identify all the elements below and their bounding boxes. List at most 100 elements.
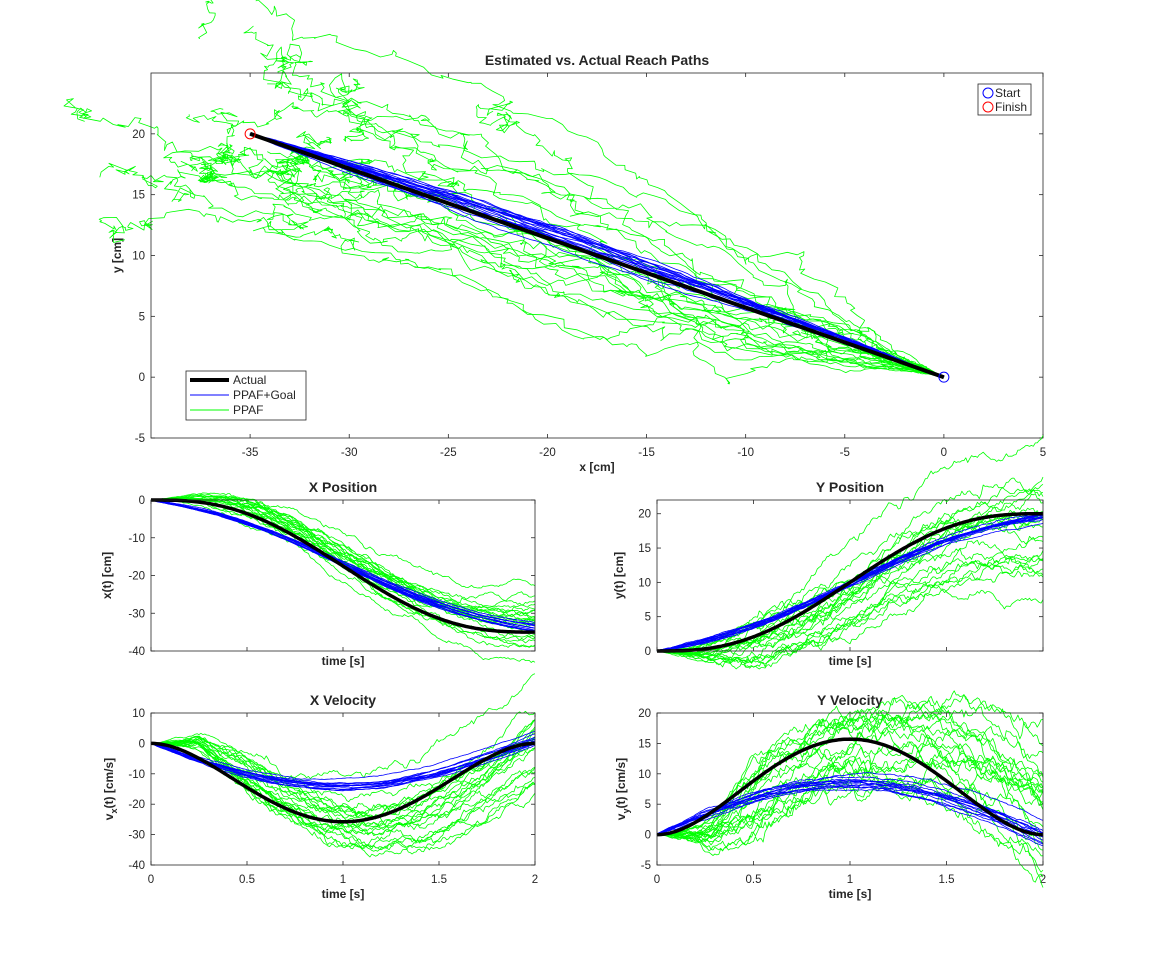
ppaf-line [151, 710, 536, 819]
y-tick-label: -5 [135, 433, 145, 445]
axes-box [656, 712, 1044, 866]
x-tick-label: -30 [341, 447, 358, 459]
y-axis-label: y [cm] [110, 238, 124, 273]
actual-line [249, 131, 945, 380]
y-tick-label: 10 [638, 769, 651, 781]
ppaf-line [151, 735, 536, 858]
y-tick-label: 15 [132, 190, 145, 202]
axes-box [656, 499, 1044, 652]
finish-marker [244, 128, 256, 140]
y-tick-label: 20 [132, 129, 145, 141]
actual-line [151, 498, 535, 634]
legend-label: PPAF+Goal [233, 388, 296, 402]
ypos-plot: 0 5 10 15 20 Y Position time [s] y(t) [cm] [612, 435, 1044, 670]
x-tick-label: 1 [340, 874, 346, 886]
actual-line [657, 511, 1043, 653]
y-tick-label: 5 [139, 311, 145, 323]
chart-title: Y Velocity [817, 692, 883, 708]
y-axis-label-rest: (t) [cm/s] [614, 758, 628, 809]
y-tick-label: 10 [638, 577, 651, 589]
x-tick-label: -20 [539, 447, 556, 459]
ppaf-line [253, 212, 945, 378]
x-axis-label: x [cm] [579, 460, 614, 474]
legend-marker-swatch [982, 87, 994, 99]
ppaf-line [151, 739, 536, 849]
ppaf-line [208, 146, 945, 378]
ppaf-line [656, 737, 1044, 846]
y-axis-label: x(t) [cm] [100, 552, 114, 599]
ppaf-line [657, 554, 1044, 668]
reach-path-plot: -35 -30 -25 -20 -15 -10 -5 0 5 -5 0 5 10 15 20 Estimate… [63, 0, 1046, 474]
ppaf-line [656, 763, 1043, 857]
ppaf-line [656, 507, 1044, 660]
x-tick-label: 1 [847, 874, 853, 886]
ppaf-line [656, 703, 1044, 835]
ppaf-line [657, 734, 1044, 852]
y-tick-label: 0 [139, 738, 145, 750]
actual-line [657, 737, 1043, 837]
ppaf-line [329, 73, 945, 378]
y-axis-label-main: v [614, 813, 628, 820]
xvel-plot: 0 0.5 1 1.5 2 -40 -30 -20 -10 0 10 X Velocity time [… [102, 673, 538, 901]
ppaf-line [656, 560, 1044, 662]
ppaf-goal-line [656, 785, 1044, 837]
x-tick-label: 2 [1040, 874, 1046, 886]
start-marker [938, 371, 950, 383]
ppaf-goal-line [150, 730, 536, 780]
chart-title: Estimated vs. Actual Reach Paths [485, 52, 710, 68]
ppaf-line [150, 673, 536, 780]
y-tick-label: 20 [638, 509, 651, 521]
legend-label: Actual [233, 373, 266, 387]
ppaf-goal-line [656, 789, 1044, 847]
y-tick-label: -30 [128, 608, 145, 620]
x-tick-label: -25 [440, 447, 457, 459]
ppaf-line [210, 108, 945, 378]
y-tick-label: -30 [128, 830, 145, 842]
ppaf-line [475, 100, 945, 378]
x-axis-label: time [s] [829, 654, 872, 668]
ppaf-goal-line [150, 736, 536, 784]
y-tick-label: 15 [638, 543, 651, 555]
y-axis-label-subscript: y [621, 808, 631, 813]
x-tick-label: 0.5 [746, 874, 762, 886]
y-tick-label: 0 [645, 830, 651, 842]
ppaf-line [656, 535, 1044, 662]
chart-title: X Position [309, 479, 377, 495]
ppaf-line [150, 720, 536, 823]
ppaf-line [150, 495, 536, 639]
ppaf-line [656, 742, 1044, 843]
ppaf-line [656, 477, 1044, 659]
ppaf-line [657, 435, 1044, 652]
axes-box [150, 712, 536, 866]
y-axis-label: y(t) [cm] [612, 552, 626, 599]
y-axis-label-main: v [102, 813, 116, 820]
legend-marker-swatch [982, 101, 994, 113]
y-tick-label: -40 [128, 646, 145, 658]
y-tick-label: -20 [128, 571, 145, 583]
x-axis-label: time [s] [322, 654, 365, 668]
y-tick-label: 0 [645, 646, 651, 658]
ppaf-line [656, 565, 1044, 665]
axes-box [150, 499, 536, 652]
y-axis-label-subscript: x [109, 808, 119, 813]
x-tick-label: -35 [242, 447, 259, 459]
ppaf-line [63, 98, 945, 378]
ppaf-line [656, 775, 1044, 883]
y-tick-label: 15 [638, 738, 651, 750]
y-tick-label: 5 [645, 799, 651, 811]
y-tick-label: 5 [645, 612, 651, 624]
plot-area [657, 500, 1043, 651]
axes-box [150, 72, 1044, 439]
x-tick-label: 1.5 [939, 874, 955, 886]
y-tick-label: -10 [128, 533, 145, 545]
legend-label: PPAF [233, 403, 263, 417]
x-tick-label: -5 [840, 447, 850, 459]
ppaf-goal-line [656, 780, 1044, 841]
y-tick-label: -20 [128, 799, 145, 811]
y-tick-label: 10 [132, 251, 145, 263]
x-tick-label: -15 [638, 447, 655, 459]
legend-box [977, 83, 1032, 116]
ppaf-line [657, 690, 1044, 835]
